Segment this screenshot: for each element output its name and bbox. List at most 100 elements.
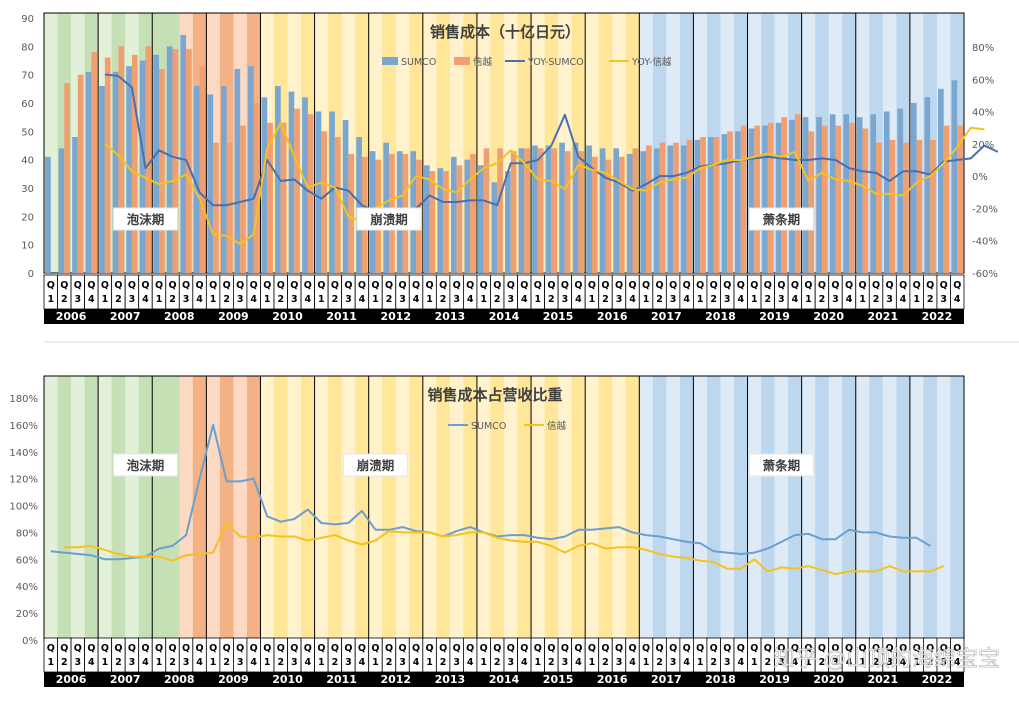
ratio-quarter-number: 2 — [61, 657, 68, 668]
ratio-band — [58, 376, 72, 640]
ratio-band — [274, 376, 288, 640]
ratio-quarter-number: 1 — [751, 657, 758, 668]
cost-quarter-letter: Q — [453, 280, 461, 291]
ratio-band — [288, 376, 302, 640]
ratio-quarter-number: 2 — [115, 657, 122, 668]
ratio-year-label: 2018 — [705, 673, 736, 686]
cost-quarter-number: 2 — [873, 294, 880, 305]
sumco-bar — [803, 117, 809, 273]
cost-quarter-number: 2 — [765, 294, 772, 305]
cost-quarter-letter: Q — [588, 280, 596, 291]
ratio-band — [233, 376, 247, 640]
cost-quarter-number: 3 — [237, 294, 244, 305]
ratio-quarter-number: 4 — [359, 657, 366, 668]
legend-label: 信越 — [547, 420, 567, 432]
ratio-band — [937, 376, 951, 640]
cost-quarter-letter: Q — [331, 280, 339, 291]
cost-quarter-number: 3 — [345, 294, 352, 305]
cost-year-label: 2016 — [597, 310, 628, 323]
ratio-quarter-letter: Q — [398, 643, 406, 654]
legend-label: 信越 — [473, 56, 493, 68]
shinetsu-bar — [876, 143, 882, 273]
cost-quarter-number: 2 — [386, 294, 393, 305]
sumco-bar — [952, 80, 958, 273]
cost-y-tick: 20 — [21, 212, 34, 223]
cost-quarter-number: 3 — [291, 294, 298, 305]
cost-quarter-number: 4 — [142, 294, 149, 305]
sumco-bar — [667, 146, 673, 274]
shinetsu-bar — [687, 140, 693, 273]
cost-quarter-number: 2 — [169, 294, 176, 305]
ratio-quarter-number: 3 — [616, 657, 623, 668]
shinetsu-bar — [646, 146, 652, 274]
ratio-y-tick: 160% — [9, 421, 38, 432]
cost-quarter-letter: Q — [858, 280, 866, 291]
sumco-bar — [424, 165, 430, 273]
ratio-band — [139, 376, 153, 640]
sumco-bar — [924, 97, 930, 273]
cost-year-label: 2021 — [868, 310, 899, 323]
legend-swatch — [382, 57, 398, 65]
shinetsu-bar — [321, 131, 327, 273]
ratio-band — [112, 376, 126, 640]
cost-quarter-number: 4 — [737, 294, 744, 305]
ratio-quarter-letter: Q — [480, 643, 488, 654]
shinetsu-bar — [335, 137, 341, 273]
sumco-bar — [613, 148, 619, 273]
cost-quarter-letter: Q — [750, 280, 758, 291]
ratio-band — [599, 376, 613, 640]
cost-quarter-letter: Q — [236, 280, 244, 291]
ratio-band — [815, 376, 829, 640]
sumco-bar — [627, 154, 633, 273]
ratio-year-label: 2008 — [164, 673, 195, 686]
ratio-band — [531, 376, 545, 640]
ratio-y-tick: 80% — [16, 528, 38, 539]
ratio-quarter-letter: Q — [750, 643, 758, 654]
ratio-quarter-number: 2 — [169, 657, 176, 668]
cost-quarter-letter: Q — [317, 280, 325, 291]
ratio-quarter-letter: Q — [669, 643, 677, 654]
ratio-band — [328, 376, 342, 640]
cost-y-tick: 60 — [21, 99, 34, 110]
ratio-band — [44, 376, 58, 640]
ratio-quarter-letter: Q — [74, 643, 82, 654]
cost-year-label: 2019 — [759, 310, 790, 323]
cost-quarter-number: 4 — [413, 294, 420, 305]
sumco-bar — [749, 129, 755, 274]
sumco-bar — [694, 140, 700, 273]
shinetsu-bar — [240, 126, 246, 273]
cost-year-label: 2006 — [56, 310, 87, 323]
ratio-quarter-letter: Q — [47, 643, 55, 654]
ratio-quarter-letter: Q — [547, 643, 555, 654]
cost-y-tick: 10 — [21, 241, 34, 252]
cost-quarter-letter: Q — [547, 280, 555, 291]
sumco-bar — [857, 117, 863, 273]
ratio-quarter-number: 3 — [507, 657, 514, 668]
cost-quarter-number: 4 — [846, 294, 853, 305]
cost-quarter-letter: Q — [223, 280, 231, 291]
shinetsu-bar — [849, 123, 855, 273]
cost-y-tick: 90 — [21, 14, 34, 25]
phase-label: 崩溃期 — [370, 212, 408, 227]
shinetsu-bar — [957, 126, 963, 273]
cost-quarter-number: 3 — [453, 294, 460, 305]
cost-quarter-letter: Q — [141, 280, 149, 291]
ratio-y-tick: 140% — [9, 448, 38, 459]
ratio-band — [179, 376, 193, 640]
cost-quarter-number: 1 — [47, 294, 54, 305]
sumco-bar — [464, 160, 470, 273]
ratio-quarter-letter: Q — [196, 643, 204, 654]
ratio-y-tick: 20% — [16, 609, 38, 620]
ratio-band — [626, 376, 640, 640]
ratio-quarter-number: 1 — [156, 657, 163, 668]
shinetsu-bar — [863, 129, 869, 274]
cost-quarter-number: 2 — [927, 294, 934, 305]
sumco-bar — [654, 148, 660, 273]
ratio-quarter-number: 3 — [75, 657, 82, 668]
shinetsu-bar — [497, 148, 503, 273]
cost-y2-tick: 40% — [972, 108, 994, 119]
ratio-year-label: 2007 — [110, 673, 141, 686]
ratio-band — [504, 376, 518, 640]
ratio-quarter-number: 2 — [223, 657, 230, 668]
